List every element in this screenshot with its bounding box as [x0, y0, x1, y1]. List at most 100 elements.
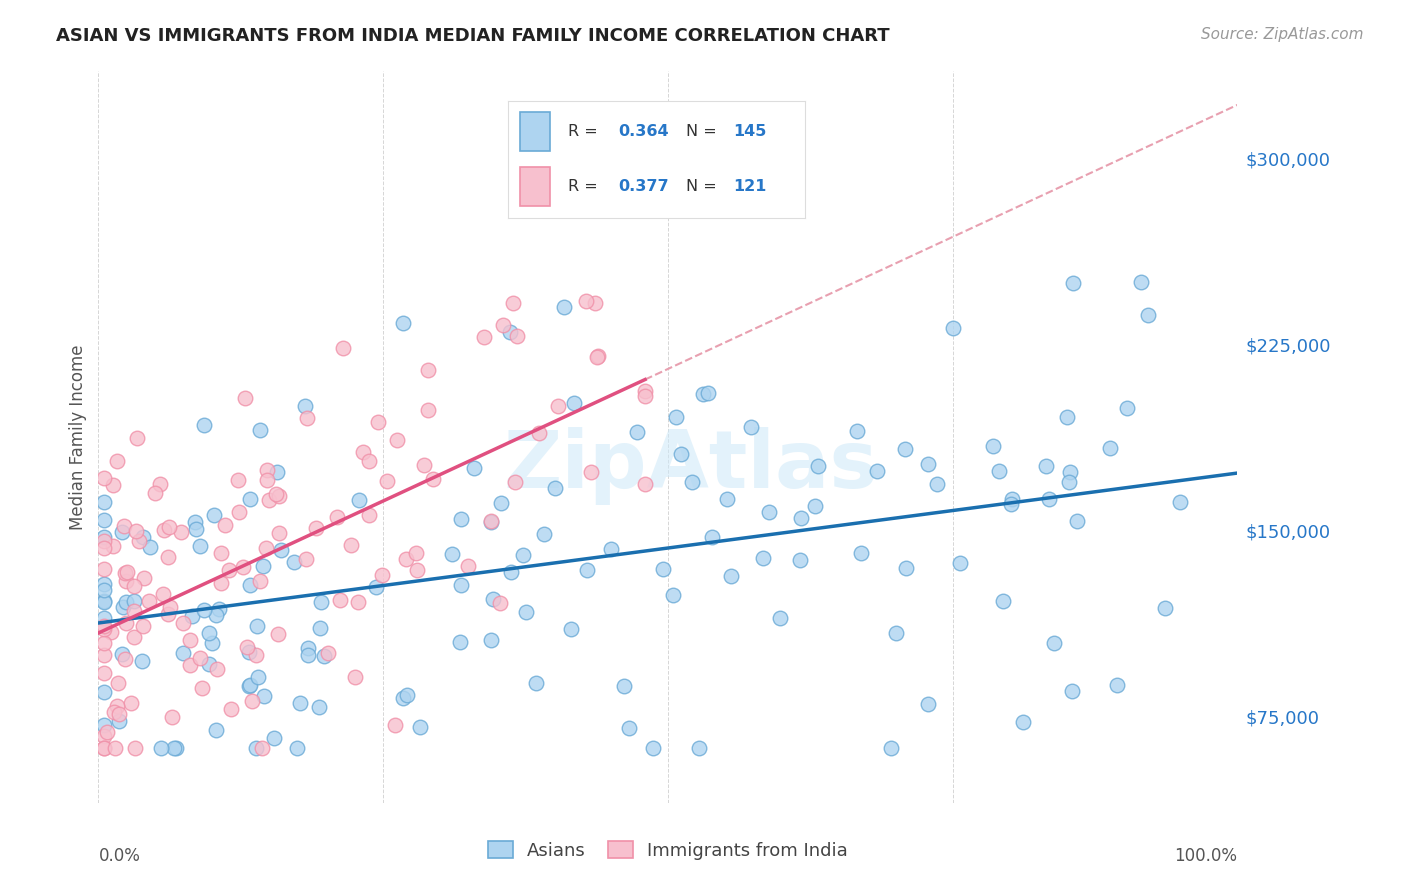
Point — [249, 423, 271, 437]
Point — [575, 294, 598, 309]
Point — [120, 696, 142, 710]
Point — [375, 474, 398, 488]
Point — [156, 607, 179, 622]
Point — [579, 466, 602, 480]
Point — [198, 657, 221, 672]
Point — [492, 318, 515, 332]
Point — [124, 579, 146, 593]
Point — [505, 329, 527, 343]
Point — [671, 447, 693, 461]
Point — [96, 725, 118, 739]
Point — [239, 578, 262, 592]
Point — [1059, 465, 1081, 479]
Point — [288, 696, 311, 710]
Point — [634, 389, 657, 403]
Point — [253, 689, 276, 703]
Text: 100.0%: 100.0% — [1174, 847, 1237, 864]
Point — [392, 690, 415, 705]
Point — [105, 699, 128, 714]
Point — [1136, 308, 1159, 322]
Point — [600, 542, 623, 557]
Point — [93, 494, 115, 508]
Point — [111, 600, 134, 615]
Point — [1098, 441, 1121, 455]
Point — [700, 530, 723, 544]
Point — [489, 496, 512, 510]
Point — [93, 622, 115, 636]
Point — [1059, 475, 1081, 489]
Point — [357, 453, 380, 467]
Point — [499, 326, 522, 340]
Point — [463, 460, 485, 475]
Point — [183, 515, 205, 529]
Point — [583, 295, 606, 310]
Point — [108, 714, 131, 728]
Point — [107, 676, 129, 690]
Point — [346, 595, 368, 609]
Point — [1154, 601, 1177, 615]
Point — [1012, 714, 1035, 729]
Point — [111, 524, 134, 539]
Point — [395, 552, 418, 566]
Point — [758, 505, 780, 519]
Point — [254, 541, 277, 555]
Point — [716, 491, 738, 506]
Point — [1060, 683, 1083, 698]
Point — [316, 647, 339, 661]
Point — [1042, 636, 1064, 650]
Point — [450, 577, 472, 591]
Point — [191, 681, 214, 696]
Point — [124, 524, 146, 538]
Point — [93, 684, 115, 698]
Point — [586, 349, 609, 363]
Point — [665, 409, 688, 424]
Point — [283, 555, 305, 569]
Point — [359, 508, 381, 522]
Point — [1168, 494, 1191, 508]
Point — [138, 594, 160, 608]
Point — [114, 615, 136, 630]
Point — [180, 609, 202, 624]
Point — [295, 411, 318, 425]
Point — [152, 587, 174, 601]
Point — [692, 387, 714, 401]
Point — [122, 630, 145, 644]
Point — [547, 399, 569, 413]
Point — [105, 454, 128, 468]
Point — [252, 558, 274, 573]
Point — [294, 399, 316, 413]
Point — [1129, 275, 1152, 289]
Point — [238, 645, 260, 659]
Point — [880, 741, 903, 756]
Point — [422, 472, 444, 486]
Point — [122, 604, 145, 618]
Point — [132, 571, 155, 585]
Point — [395, 688, 418, 702]
Point — [232, 559, 254, 574]
Point — [270, 543, 292, 558]
Point — [233, 391, 256, 405]
Point — [309, 595, 332, 609]
Point — [917, 457, 939, 471]
Point — [309, 621, 332, 635]
Point — [228, 473, 250, 487]
Point — [125, 431, 148, 445]
Y-axis label: Median Family Income: Median Family Income — [69, 344, 87, 530]
Point — [115, 595, 138, 609]
Point — [163, 741, 186, 756]
Point — [347, 493, 370, 508]
Point — [172, 646, 194, 660]
Point — [101, 539, 124, 553]
Point — [157, 549, 180, 564]
Point — [613, 679, 636, 693]
Point — [385, 433, 408, 447]
Point — [93, 729, 115, 743]
Point — [1038, 492, 1060, 507]
Point — [543, 481, 565, 495]
Point — [553, 301, 575, 315]
Point — [256, 473, 278, 487]
Point — [512, 548, 534, 562]
Point — [866, 464, 889, 478]
Point — [769, 610, 792, 624]
Point — [449, 635, 471, 649]
